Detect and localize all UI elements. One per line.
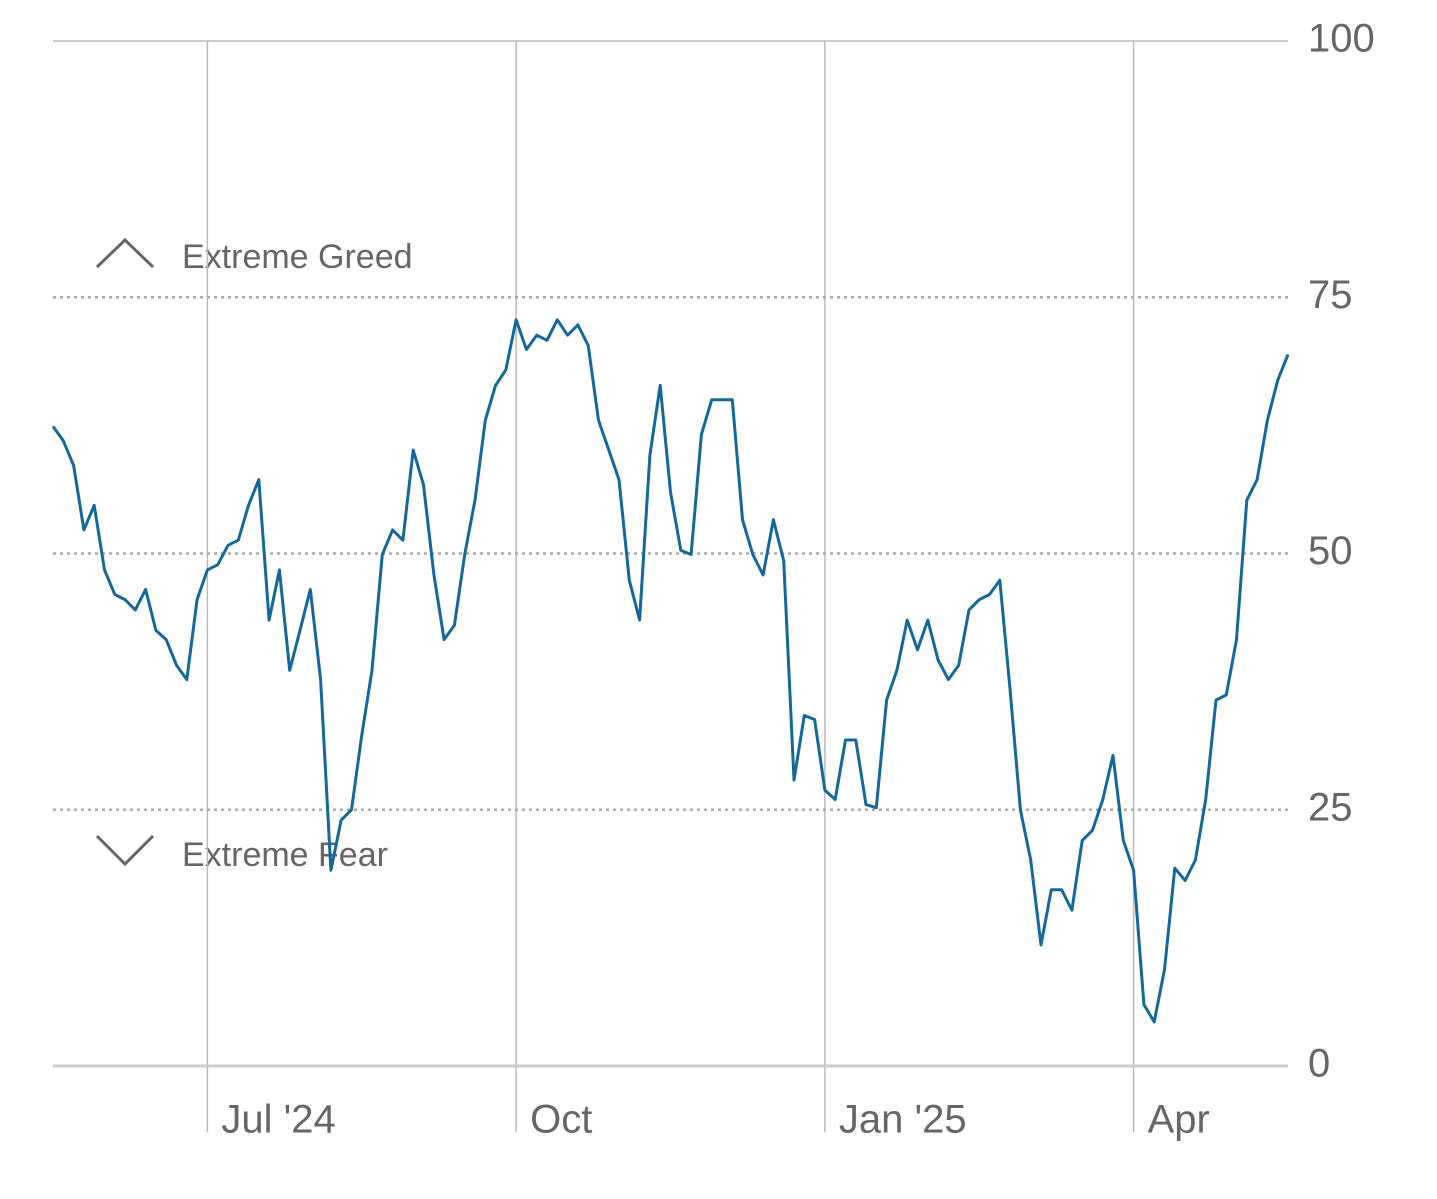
- y-tick-label: 75: [1308, 273, 1353, 317]
- fear-label: Extreme Fear: [182, 836, 388, 874]
- greed-chevron: [95, 237, 155, 269]
- y-tick-label: 0: [1308, 1042, 1330, 1086]
- y-tick-label: 25: [1308, 785, 1353, 829]
- x-tick-label: Jul '24: [221, 1098, 335, 1142]
- x-tick-label: Jan '25: [839, 1098, 967, 1142]
- y-tick-label: 50: [1308, 529, 1353, 573]
- greed-label: Extreme Greed: [182, 238, 413, 276]
- x-tick-label: Oct: [530, 1098, 592, 1142]
- fear-chevron: [95, 834, 155, 867]
- y-tick-label: 100: [1308, 17, 1375, 61]
- x-tick-label: Apr: [1148, 1098, 1210, 1142]
- series-line: [51, 318, 1290, 1024]
